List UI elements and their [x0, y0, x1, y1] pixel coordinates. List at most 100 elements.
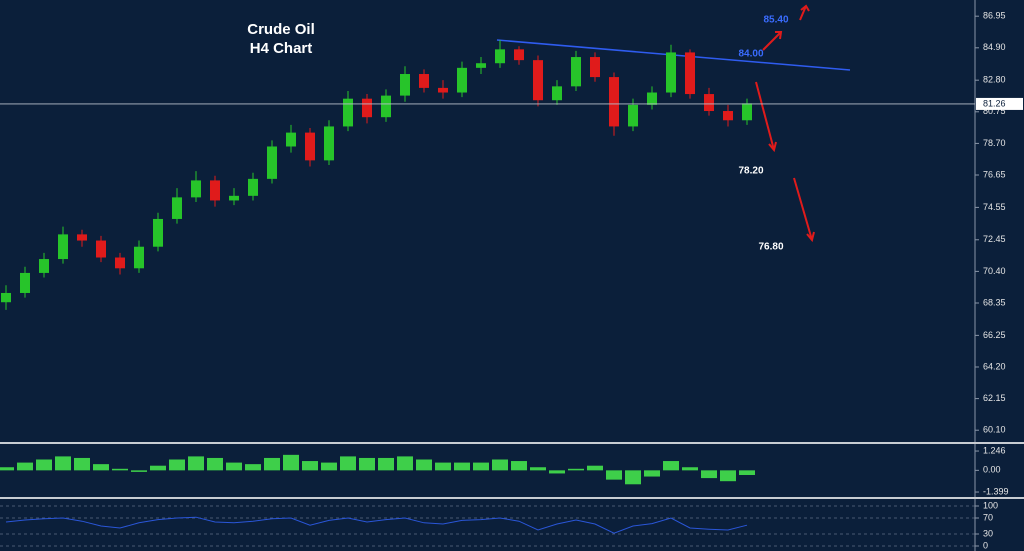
candle-body	[77, 234, 87, 241]
y-tick-label: 1.246	[983, 445, 1006, 455]
y-tick-label: 82.80	[983, 75, 1006, 85]
histogram-bar	[397, 456, 413, 471]
y-tick-label: 74.55	[983, 202, 1006, 212]
candle-body	[533, 60, 543, 101]
histogram-bar	[207, 457, 223, 471]
candle-body	[647, 92, 657, 105]
candle-body	[495, 49, 505, 64]
candle-body	[229, 195, 239, 201]
histogram-bar	[720, 470, 736, 482]
histogram-bar	[150, 465, 166, 471]
candle-body	[324, 126, 334, 161]
histogram-bar	[435, 462, 451, 471]
candle-body	[286, 132, 296, 147]
candle-body	[609, 77, 619, 127]
annotation: 84.00	[738, 49, 763, 60]
histogram-bar	[416, 459, 432, 471]
candle-body	[39, 259, 49, 273]
histogram-bar	[511, 461, 527, 471]
y-tick-label: 0.00	[983, 465, 1001, 475]
histogram-bar	[226, 462, 242, 471]
y-tick-label: 76.65	[983, 169, 1006, 179]
candle-body	[210, 180, 220, 201]
candle-body	[267, 146, 277, 179]
y-tick-label: 100	[983, 500, 998, 510]
y-tick-label: 80.75	[983, 106, 1006, 116]
y-tick-label: 30	[983, 528, 993, 538]
histogram-bar	[454, 462, 470, 471]
histogram-bar	[378, 457, 394, 471]
candle-body	[191, 180, 201, 198]
candle-body	[248, 178, 258, 196]
candle-body	[172, 197, 182, 219]
histogram-bar	[321, 462, 337, 471]
histogram-bar	[74, 457, 90, 471]
histogram-bar	[17, 462, 33, 471]
chart-subtitle: H4 Chart	[250, 40, 313, 57]
candle-body	[115, 257, 125, 269]
y-tick-label: 72.45	[983, 234, 1006, 244]
candle-body	[685, 52, 695, 95]
chart-title: Crude Oil	[247, 21, 315, 38]
histogram-bar	[55, 456, 71, 471]
candle-body	[419, 74, 429, 88]
histogram-bar	[302, 461, 318, 471]
candle-body	[723, 111, 733, 121]
histogram-bar	[587, 465, 603, 471]
y-tick-label: 70.40	[983, 266, 1006, 276]
candle-body	[305, 132, 315, 161]
histogram-bar	[473, 462, 489, 471]
annotation: 85.40	[763, 15, 788, 26]
candle-body	[343, 98, 353, 127]
candle-body	[666, 52, 676, 93]
arrows	[755, 4, 815, 243]
candle-body	[400, 74, 410, 96]
last-price-label: 81.26	[983, 98, 1006, 108]
histogram-bar	[112, 468, 128, 471]
histogram-bar	[701, 470, 717, 479]
histogram-bar	[264, 457, 280, 471]
histogram-bar	[568, 468, 584, 471]
histogram-bar	[549, 470, 565, 474]
y-tick-label: 62.15	[983, 393, 1006, 403]
y-tick-label: 60.10	[983, 425, 1006, 435]
last-price-box	[976, 97, 1023, 110]
candle-body	[476, 63, 486, 68]
histogram-bar	[492, 459, 508, 471]
rsi-line	[5, 516, 748, 534]
histogram-bar	[93, 464, 109, 471]
y-tick-label: 78.70	[983, 138, 1006, 148]
candle-body	[438, 87, 448, 93]
histogram-bar	[663, 461, 679, 471]
candle-body	[704, 94, 714, 112]
annotation: 76.80	[758, 242, 783, 253]
candle-body	[20, 272, 30, 293]
y-tick-label: 68.35	[983, 297, 1006, 307]
candle-body	[134, 246, 144, 269]
histogram-bar	[739, 470, 755, 475]
y-tick-label: 84.90	[983, 42, 1006, 52]
y-tick-label: 0	[983, 540, 988, 550]
histogram-bar	[283, 454, 299, 471]
candle-body	[742, 103, 752, 121]
candle-body	[552, 86, 562, 101]
candle-body	[514, 49, 524, 61]
candle-body	[153, 218, 163, 247]
histogram-bar	[245, 464, 261, 471]
candle-body	[571, 57, 581, 87]
histogram-bar	[36, 459, 52, 471]
y-tick-label: 70	[983, 512, 993, 522]
y-tick-label: 66.25	[983, 330, 1006, 340]
candle-body	[58, 234, 68, 260]
candle-body	[628, 104, 638, 127]
histogram-bar	[340, 456, 356, 471]
histogram-bar	[644, 470, 660, 477]
y-tick-label: 64.20	[983, 361, 1006, 371]
histogram-bar	[188, 456, 204, 471]
histogram-bar	[625, 470, 641, 485]
y-tick-label: -1.399	[983, 486, 1009, 496]
histogram-bar	[0, 467, 14, 471]
candle-body	[1, 292, 11, 303]
